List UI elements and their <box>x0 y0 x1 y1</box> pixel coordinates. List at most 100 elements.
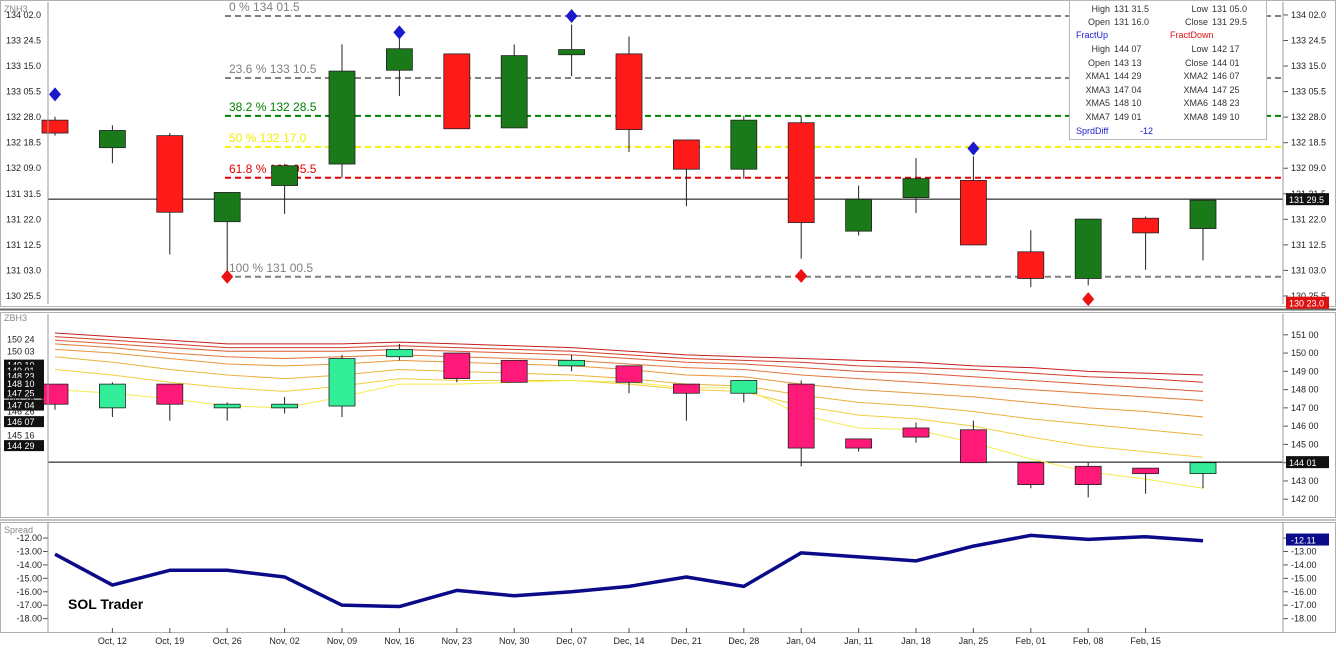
legend-fract-up: FractUp <box>1076 30 1109 40</box>
right-axis-tick-label: 150 00 <box>1291 348 1319 358</box>
x-axis-tick-label: Jan, 18 <box>901 636 931 646</box>
legend-key: High <box>1091 44 1110 54</box>
left-axis-tick-label: 131 12.5 <box>6 240 41 250</box>
legend-value: 143 13 <box>1114 57 1142 68</box>
legend-value: 131 29.5 <box>1212 17 1248 27</box>
right-axis-tick-label: 133 24.5 <box>1291 35 1326 45</box>
left-axis-tick-label: -16.00 <box>16 587 42 597</box>
last-price-badge <box>1286 456 1329 469</box>
left-value-badge-label: 144 29 <box>7 441 35 451</box>
bond-candle-body <box>1074 465 1102 485</box>
bond-candle-body <box>845 438 872 449</box>
right-axis-tick-label: 132 09.0 <box>1291 163 1326 173</box>
legend-key: XMA8 <box>1183 111 1208 122</box>
fractal-down-marker <box>221 269 234 284</box>
xma-line <box>54 343 1204 402</box>
spread-panel-frame <box>0 522 1336 633</box>
price-candle-body <box>1189 199 1217 229</box>
legend-value: 149 10 <box>1212 111 1240 122</box>
x-axis-tick-label: Oct, 12 <box>98 636 127 646</box>
x-axis-tick-label: Jan, 11 <box>844 636 873 646</box>
left-value-badge <box>4 440 44 452</box>
legend-key: XMA2 <box>1183 71 1208 81</box>
bond-candle-body <box>328 358 356 407</box>
legend-row: XMA7 149 01 XMA8 149 10 <box>1070 111 1266 123</box>
price-candle-body <box>41 119 69 134</box>
price-candle-body <box>213 192 241 223</box>
legend-key: XMA6 <box>1183 98 1208 108</box>
legend-row: XMA5 148 10 XMA6 148 23 <box>1070 97 1266 109</box>
bond-candle-body <box>443 352 471 380</box>
x-axis-tick-label: Jan, 04 <box>786 636 816 646</box>
right-axis-tick-label: -13.00 <box>1291 546 1317 556</box>
bond-candle-body <box>615 365 643 383</box>
legend-key: Low <box>1191 4 1208 14</box>
symbol-label-top: ZNH3 <box>4 4 28 14</box>
price-candle-body <box>500 55 528 129</box>
bond-candle-body <box>271 403 299 409</box>
legend-key: Close <box>1184 17 1208 27</box>
legend-key: XMA3 <box>1085 84 1110 95</box>
price-candle-body <box>558 49 585 56</box>
legend-key: High <box>1091 4 1110 14</box>
legend-value: 148 10 <box>1114 98 1142 108</box>
right-axis-tick-label: -18.00 <box>1291 614 1317 624</box>
x-axis-tick-label: Nov, 30 <box>499 636 529 646</box>
left-axis-tick-label: 150 24 <box>7 334 35 344</box>
fractal-up-marker <box>393 25 406 40</box>
left-axis-tick-label: 133 15.0 <box>6 61 41 71</box>
legend-row: Open 143 13 Close 144 01 <box>1070 57 1266 69</box>
spread-line <box>54 533 1204 609</box>
bond-candle-body <box>213 403 241 409</box>
data-legend: High 131 31.5 Low 131 05.0 Open 131 16.0 Close… <box>1069 0 1267 140</box>
right-axis-tick-label: 148 00 <box>1291 385 1319 395</box>
legend-key: Open <box>1087 17 1110 27</box>
x-axis-tick-label: Oct, 26 <box>213 636 242 646</box>
symbol-label-mid: ZBH3 <box>4 313 27 323</box>
left-value-badge-label: 148 23 <box>7 371 35 381</box>
x-axis-tick-label: Nov, 23 <box>442 636 472 646</box>
legend-key: XMA1 <box>1085 71 1110 81</box>
last-price-badge-label: 144 01 <box>1289 458 1317 468</box>
fib-level-label: 0 % 134 01.5 <box>229 0 300 14</box>
left-axis-tick-label: 134 02.0 <box>6 10 41 20</box>
bond-candle-body <box>99 383 126 409</box>
price-candle-body <box>271 165 299 186</box>
left-axis-tick-label: 132 09.0 <box>6 163 41 173</box>
left-value-badge <box>4 370 44 382</box>
x-axis-tick-label: Nov, 02 <box>269 636 299 646</box>
left-axis-tick-label: 145 16 <box>7 430 35 440</box>
left-axis-tick-label: -13.00 <box>16 546 42 556</box>
legend-key: Low <box>1191 44 1208 54</box>
x-axis-tick-label: Jan, 25 <box>959 636 989 646</box>
xma-line <box>54 336 1204 383</box>
right-axis-tick-label: -17.00 <box>1291 600 1317 610</box>
x-axis-tick-label: Oct, 19 <box>155 636 184 646</box>
right-axis-tick-label: 146 00 <box>1291 421 1319 431</box>
left-axis-tick-label: 132 28.0 <box>6 112 41 122</box>
right-axis-tick-label: 133 15.0 <box>1291 61 1326 71</box>
legend-value: 142 17 <box>1212 44 1240 54</box>
left-value-badge <box>4 364 44 376</box>
legend-value: 144 29 <box>1114 71 1142 81</box>
price-candle-body <box>615 53 643 131</box>
bond-candle-body <box>156 383 184 405</box>
legend-value: -12 <box>1140 126 1154 136</box>
xma-line <box>54 339 1204 392</box>
spread-panel-label: Spread <box>4 525 33 535</box>
right-axis-tick-label: 145 00 <box>1291 439 1319 449</box>
bond-candle-body <box>673 383 700 394</box>
price-candle-body <box>1017 251 1045 279</box>
left-value-badge <box>4 399 44 411</box>
right-axis-tick-label: 131 12.5 <box>1291 240 1326 250</box>
price-candle-body <box>1132 217 1159 234</box>
x-axis-tick-label: Dec, 07 <box>556 636 587 646</box>
legend-value: 146 07 <box>1212 71 1240 81</box>
x-axis-tick-label: Feb, 01 <box>1016 636 1047 646</box>
price-candle-body <box>845 198 872 232</box>
bond-candle-body <box>41 383 69 405</box>
x-axis-tick-label: Dec, 28 <box>728 636 759 646</box>
legend-value: 144 01 <box>1212 57 1240 68</box>
left-axis-tick-label: -12.00 <box>16 533 42 543</box>
